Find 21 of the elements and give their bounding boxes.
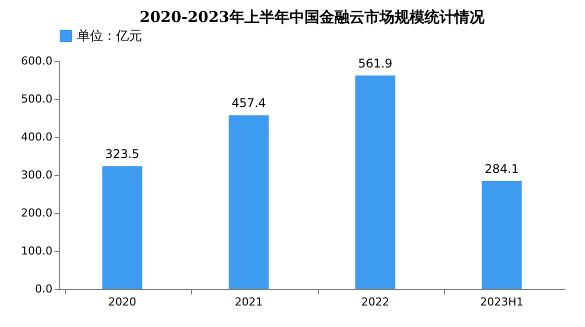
bar <box>482 181 522 289</box>
bar <box>102 166 142 289</box>
data-label: 323.5 <box>105 147 140 162</box>
bar <box>228 115 269 289</box>
legend-label: 单位：亿元 <box>77 29 142 44</box>
y-tick-label: 500.0 <box>21 92 52 106</box>
y-tick-label: 300.0 <box>21 168 52 182</box>
y-tick-label: 600.0 <box>21 54 52 68</box>
data-label: 561.9 <box>358 56 392 70</box>
y-tick-label: 200.0 <box>21 206 52 220</box>
bar <box>355 75 396 289</box>
chart-title: 2020-2023年上半年中国金融云市场规模统计情况 <box>140 8 486 26</box>
x-tick-label: 2020 <box>108 296 136 308</box>
data-label: 284.1 <box>484 162 519 176</box>
y-tick-label: 400.0 <box>21 130 52 144</box>
data-label: 457.4 <box>232 96 266 110</box>
x-tick-label: 2021 <box>234 296 263 308</box>
x-tick-label: 2023H1 <box>480 296 524 308</box>
y-tick-label: 100.0 <box>21 244 52 258</box>
x-tick-label: 2022 <box>361 296 390 308</box>
y-tick-label: 0.0 <box>35 282 52 296</box>
